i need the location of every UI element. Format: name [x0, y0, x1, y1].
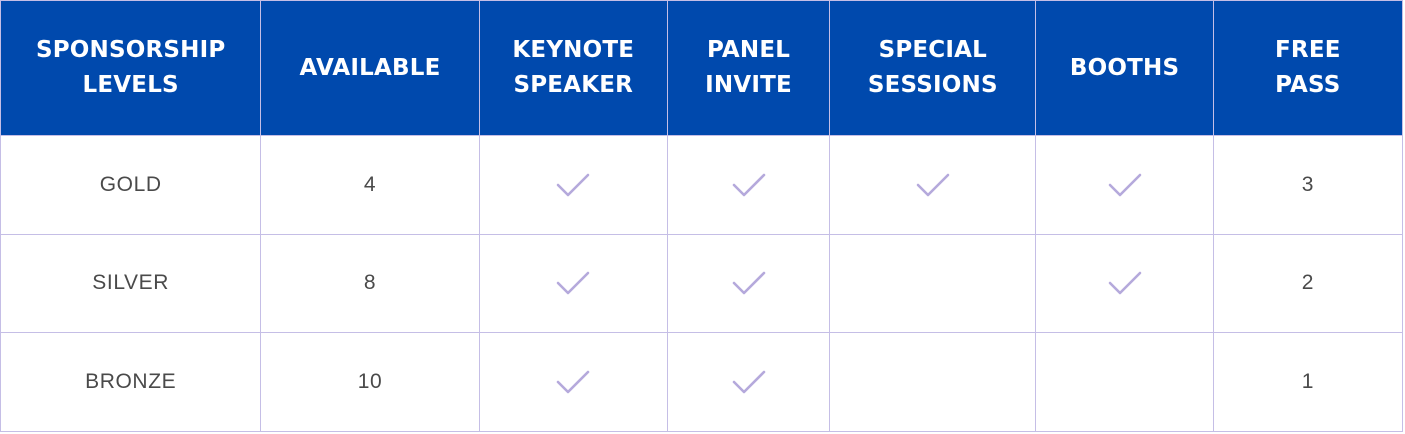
check-icon	[1108, 172, 1142, 198]
check-icon	[732, 172, 766, 198]
cell-special	[829, 135, 1037, 235]
header-line: SPONSORSHIP	[35, 37, 226, 63]
table-row: SILVER 8 2	[0, 233, 1404, 334]
header-line: AVAILABLE	[299, 54, 441, 81]
header-available: AVAILABLE	[260, 0, 480, 136]
check-icon	[556, 270, 590, 296]
cell-booths	[1035, 332, 1214, 432]
header-panel-invite: PANEL INVITE	[666, 0, 831, 136]
header-line: INVITE	[705, 72, 792, 98]
cell-level: GOLD	[0, 135, 262, 235]
cell-panel	[666, 233, 831, 334]
header-line: FREE	[1275, 37, 1341, 63]
header-line: PANEL	[706, 37, 791, 63]
header-free-pass: FREE PASS	[1212, 0, 1404, 136]
check-icon	[556, 369, 590, 395]
cell-available: 4	[260, 135, 480, 235]
cell-keynote	[478, 332, 668, 432]
table-body: GOLD 4 3 SILVER 8 2 BRONZE 10 1	[0, 135, 1404, 432]
cell-available: 8	[260, 233, 480, 334]
check-icon	[732, 270, 766, 296]
header-booths: BOOTHS	[1035, 0, 1214, 136]
check-icon	[1108, 270, 1142, 296]
header-line: KEYNOTE	[512, 37, 635, 63]
header-special-sessions: SPECIAL SESSIONS	[829, 0, 1037, 136]
table-row: BRONZE 10 1	[0, 332, 1404, 432]
header-keynote-speaker: KEYNOTE SPEAKER	[478, 0, 668, 136]
cell-special	[829, 332, 1037, 432]
header-sponsorship-levels: SPONSORSHIP LEVELS	[0, 0, 262, 136]
cell-booths	[1035, 233, 1214, 334]
check-icon	[732, 369, 766, 395]
cell-keynote	[478, 135, 668, 235]
table-header: SPONSORSHIP LEVELS AVAILABLE KEYNOTE SPE…	[0, 0, 1404, 136]
cell-panel	[666, 332, 831, 432]
check-icon	[916, 172, 950, 198]
cell-booths	[1035, 135, 1214, 235]
header-line: SESSIONS	[867, 72, 998, 98]
header-line: BOOTHS	[1069, 54, 1180, 81]
cell-special	[829, 233, 1037, 334]
cell-free-pass: 3	[1212, 135, 1404, 235]
header-line: PASS	[1275, 72, 1341, 98]
check-icon	[556, 172, 590, 198]
cell-panel	[666, 135, 831, 235]
header-line: SPEAKER	[513, 72, 634, 98]
cell-keynote	[478, 233, 668, 334]
header-line: SPECIAL	[878, 37, 987, 63]
cell-level: SILVER	[0, 233, 262, 334]
header-row: SPONSORSHIP LEVELS AVAILABLE KEYNOTE SPE…	[0, 0, 1404, 136]
cell-free-pass: 1	[1212, 332, 1404, 432]
table-row: GOLD 4 3	[0, 135, 1404, 235]
cell-free-pass: 2	[1212, 233, 1404, 334]
cell-level: BRONZE	[0, 332, 262, 432]
header-line: LEVELS	[82, 72, 179, 98]
cell-available: 10	[260, 332, 480, 432]
